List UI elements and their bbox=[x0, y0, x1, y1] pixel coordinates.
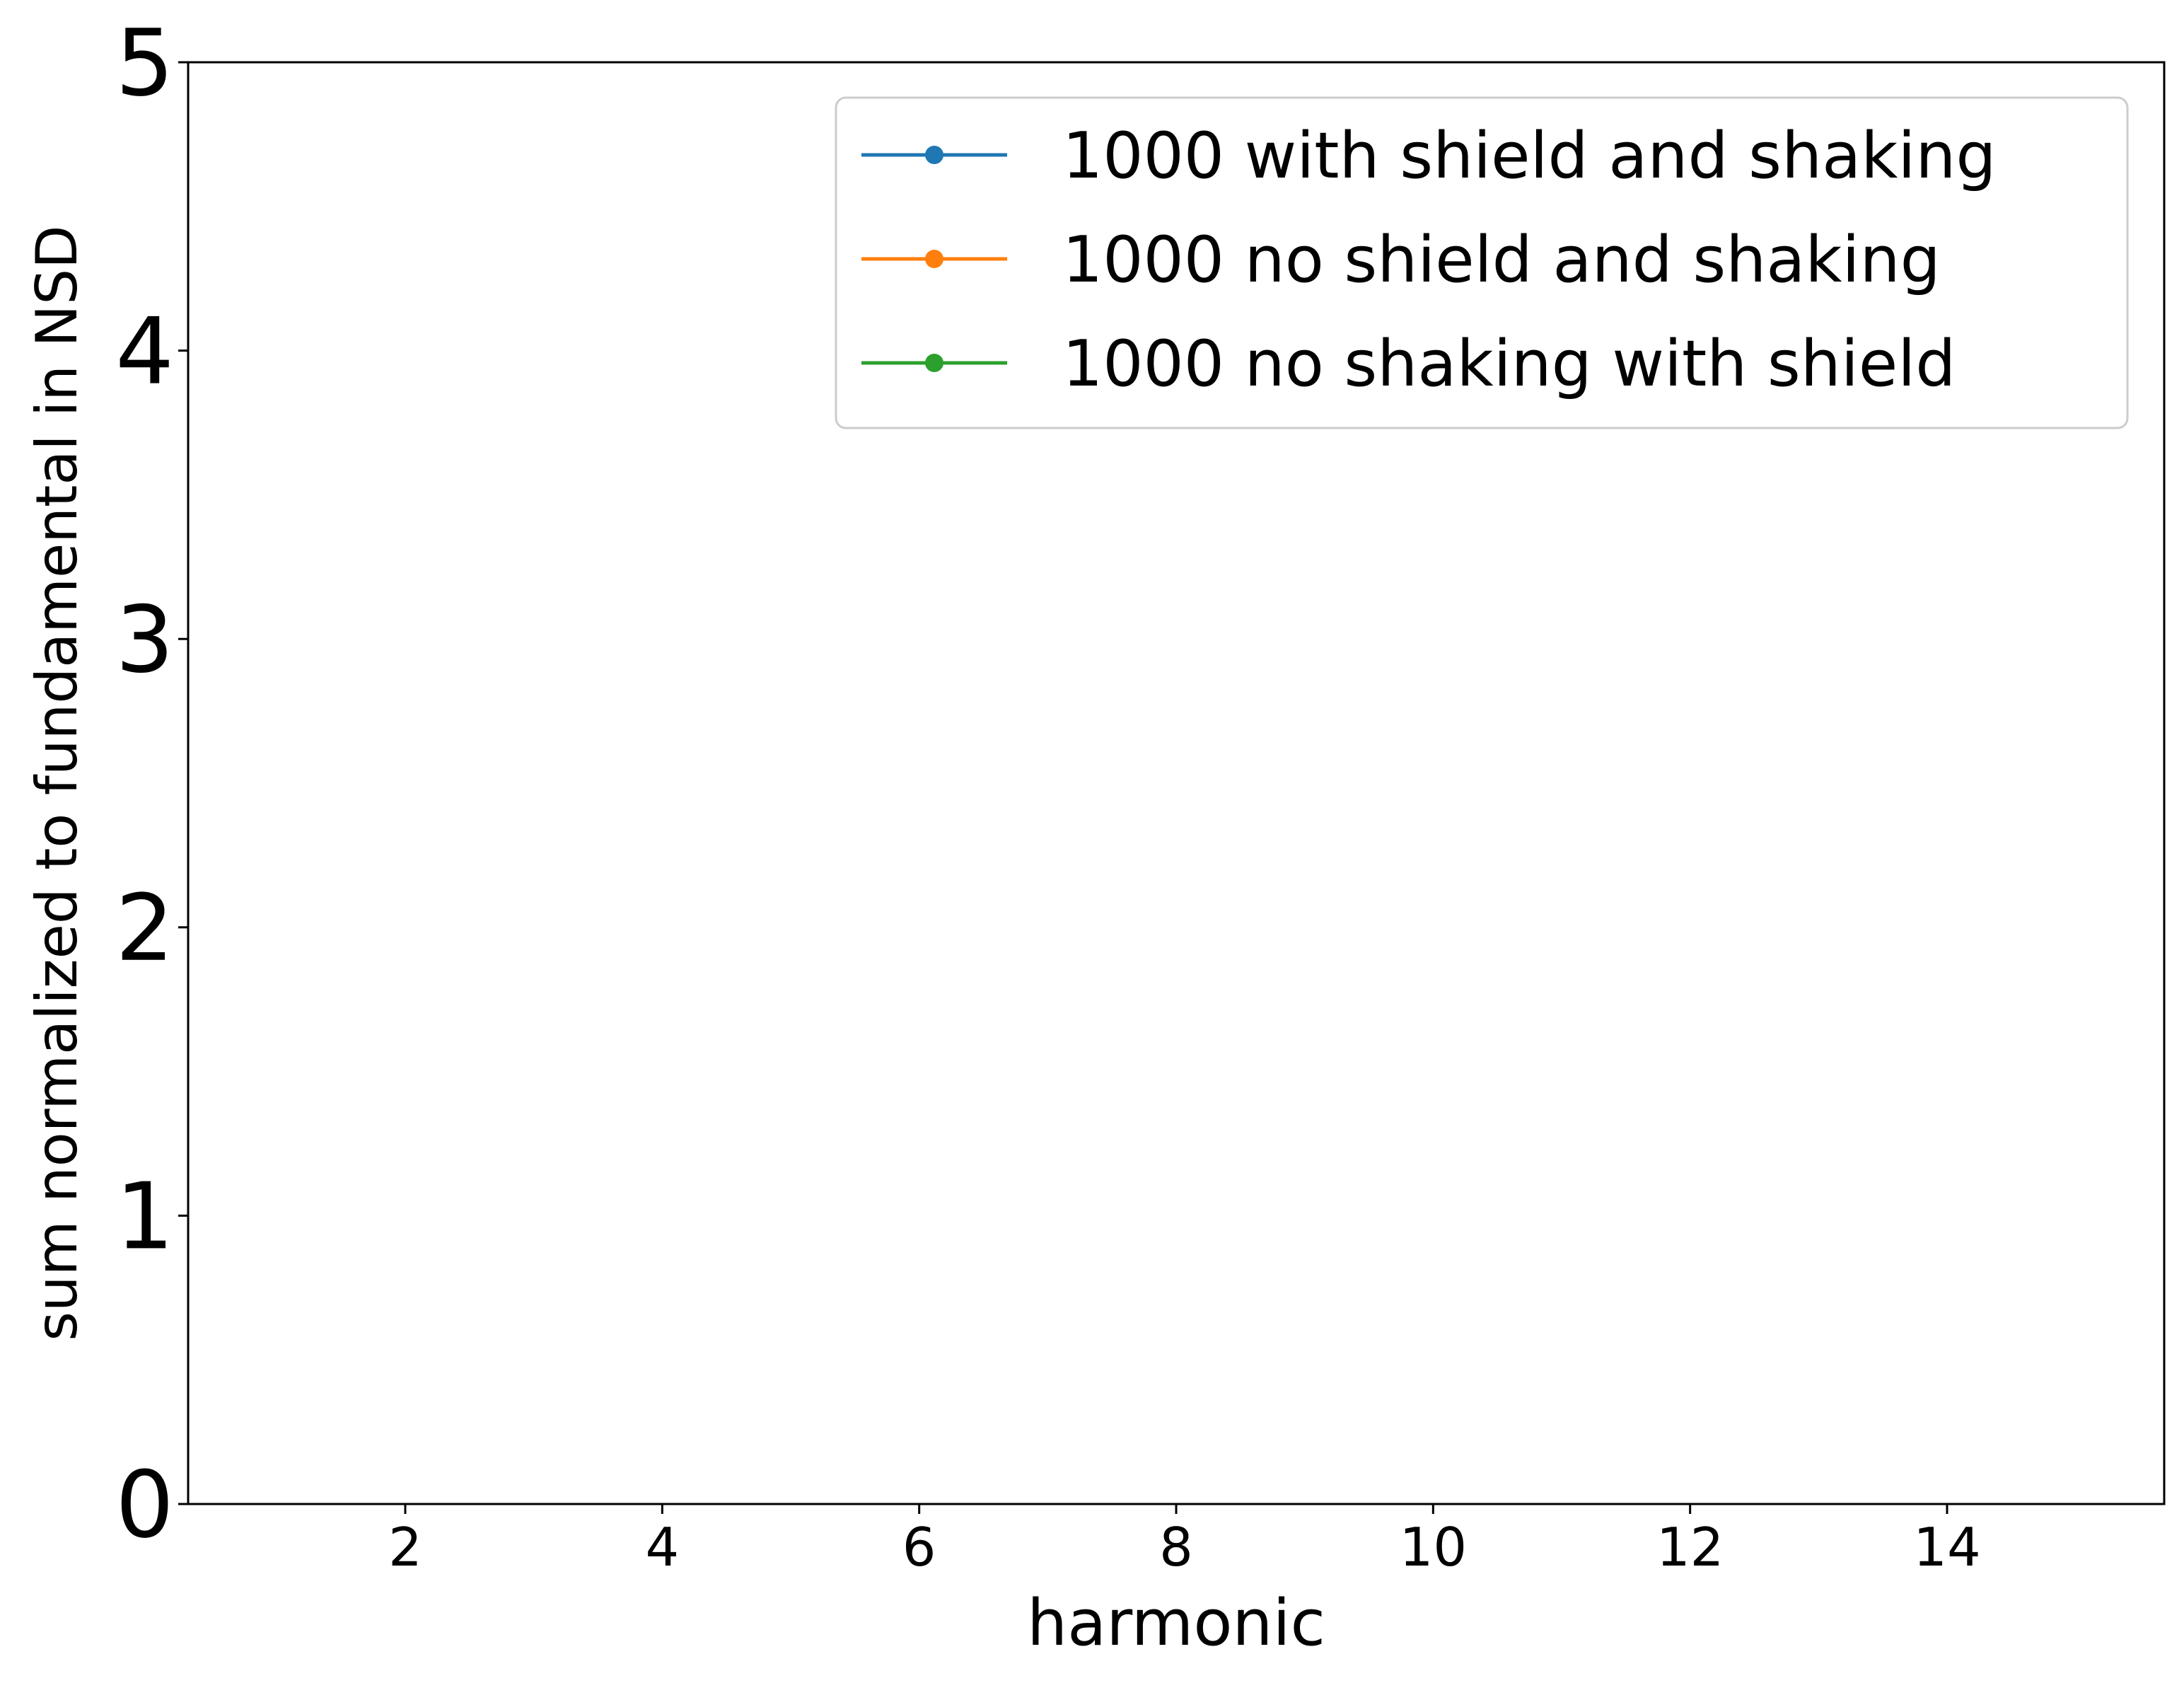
legend-label: 1000 no shaking with shield bbox=[1062, 327, 1956, 401]
legend-swatch-marker bbox=[925, 354, 943, 372]
y-tick-label: 1 bbox=[115, 1162, 174, 1270]
legend-item: 1000 with shield and shaking bbox=[861, 119, 1997, 193]
y-axis-label: sum normalized to fundamental in NSD bbox=[24, 225, 90, 1341]
x-tick-label: 10 bbox=[1400, 1516, 1467, 1578]
x-tick-label: 4 bbox=[645, 1516, 679, 1578]
y-tick-label: 5 bbox=[115, 9, 174, 117]
legend-item: 1000 no shield and shaking bbox=[861, 223, 1941, 297]
x-tick-label: 14 bbox=[1913, 1516, 1980, 1578]
legend-item: 1000 no shaking with shield bbox=[861, 327, 1956, 401]
x-tick-label: 12 bbox=[1656, 1516, 1724, 1578]
x-tick-label: 6 bbox=[902, 1516, 936, 1578]
legend-label: 1000 with shield and shaking bbox=[1062, 119, 1997, 193]
y-tick-label: 0 bbox=[115, 1451, 174, 1558]
y-tick-label: 4 bbox=[115, 298, 174, 405]
y-axis: 0 1 2 3 4 5 bbox=[115, 9, 188, 1558]
x-axis: 2 4 6 8 10 12 14 bbox=[388, 1504, 1981, 1578]
x-tick-label: 8 bbox=[1159, 1516, 1193, 1578]
legend: 1000 with shield and shaking 1000 no shie… bbox=[835, 96, 2129, 429]
legend-swatch-marker bbox=[925, 146, 943, 164]
legend-swatch-marker bbox=[925, 250, 943, 268]
y-tick-label: 3 bbox=[115, 586, 174, 693]
x-axis-label: harmonic bbox=[1027, 1586, 1325, 1660]
legend-label: 1000 no shield and shaking bbox=[1062, 223, 1941, 297]
legend-frame bbox=[835, 96, 2129, 429]
x-tick-label: 2 bbox=[388, 1516, 422, 1578]
y-tick-label: 2 bbox=[115, 874, 174, 982]
